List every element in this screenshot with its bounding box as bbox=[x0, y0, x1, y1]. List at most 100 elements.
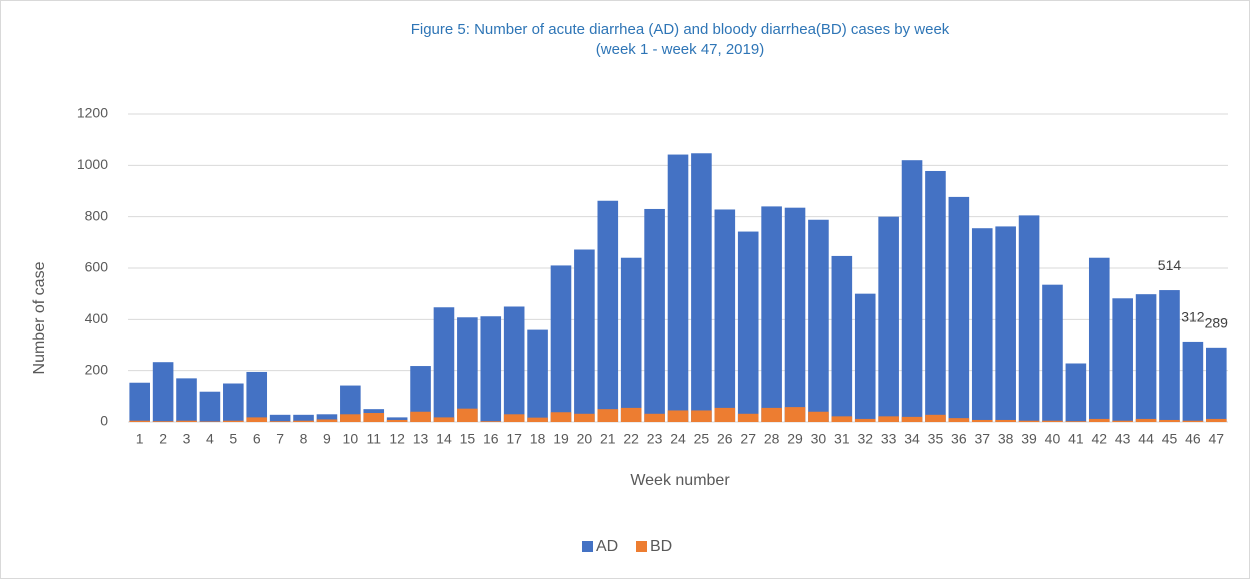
chart-title: Figure 5: Number of acute diarrhea (AD) … bbox=[411, 21, 950, 38]
x-tick-label: 16 bbox=[483, 431, 499, 447]
bar bbox=[1182, 420, 1204, 422]
bar bbox=[971, 419, 993, 422]
bar bbox=[737, 231, 759, 422]
bar bbox=[386, 419, 408, 422]
bar bbox=[620, 257, 642, 422]
x-tick-label: 39 bbox=[1021, 431, 1037, 447]
chart-subtitle: (week 1 - week 47, 2019) bbox=[596, 41, 764, 58]
x-tick-label: 5 bbox=[229, 431, 237, 447]
bar bbox=[223, 383, 244, 422]
bar bbox=[293, 420, 314, 422]
bar bbox=[1042, 284, 1063, 422]
bar bbox=[433, 417, 455, 422]
bar bbox=[410, 411, 431, 422]
x-tick-label: 9 bbox=[323, 431, 331, 447]
x-tick-label: 40 bbox=[1045, 431, 1061, 447]
bar bbox=[363, 413, 385, 422]
bar bbox=[246, 417, 268, 422]
x-tick-label: 23 bbox=[647, 431, 663, 447]
bar bbox=[152, 421, 174, 422]
bar bbox=[831, 255, 853, 422]
x-tick-label: 43 bbox=[1115, 431, 1131, 447]
bar bbox=[1135, 294, 1157, 422]
bar bbox=[480, 421, 502, 422]
x-tick-label: 44 bbox=[1138, 431, 1154, 447]
bar bbox=[527, 417, 548, 422]
x-tick-label: 12 bbox=[389, 431, 405, 447]
bar bbox=[527, 329, 548, 422]
bar bbox=[737, 413, 759, 422]
bar bbox=[246, 371, 268, 422]
x-tick-label: 14 bbox=[436, 431, 452, 447]
bar bbox=[1018, 420, 1040, 422]
bar bbox=[714, 407, 736, 422]
x-tick-label: 28 bbox=[764, 431, 780, 447]
bar bbox=[761, 407, 782, 422]
bar bbox=[1112, 298, 1133, 422]
bar bbox=[831, 416, 853, 422]
bar bbox=[597, 200, 619, 422]
x-tick-label: 20 bbox=[577, 431, 593, 447]
bar bbox=[667, 154, 689, 422]
y-axis-label: Number of case bbox=[31, 261, 48, 374]
x-tick-label: 26 bbox=[717, 431, 733, 447]
bar bbox=[574, 249, 595, 422]
bar bbox=[1088, 418, 1110, 422]
bar bbox=[457, 408, 478, 422]
bar bbox=[714, 209, 736, 422]
x-axis-label: Week number bbox=[630, 472, 730, 489]
bar bbox=[269, 414, 291, 422]
bar bbox=[199, 421, 221, 422]
x-tick-label: 41 bbox=[1068, 431, 1084, 447]
data-label: 289 bbox=[1205, 315, 1229, 331]
bar bbox=[925, 414, 946, 422]
x-tick-label: 35 bbox=[928, 431, 944, 447]
y-tick-label: 400 bbox=[85, 310, 109, 326]
bar bbox=[340, 414, 361, 422]
bar bbox=[574, 413, 595, 422]
bar bbox=[1088, 257, 1110, 422]
y-tick-label: 600 bbox=[85, 259, 109, 275]
x-tick-label: 33 bbox=[881, 431, 897, 447]
bar bbox=[152, 362, 174, 422]
bar bbox=[480, 316, 502, 422]
x-tick-label: 45 bbox=[1162, 431, 1178, 447]
y-tick-label: 800 bbox=[85, 207, 109, 223]
x-tick-label: 4 bbox=[206, 431, 214, 447]
bar bbox=[995, 419, 1016, 422]
bar bbox=[1112, 420, 1133, 422]
x-tick-label: 8 bbox=[300, 431, 308, 447]
x-tick-label: 29 bbox=[787, 431, 803, 447]
bar bbox=[808, 219, 829, 422]
x-tick-label: 3 bbox=[183, 431, 191, 447]
x-tick-label: 17 bbox=[506, 431, 522, 447]
data-label: 312 bbox=[1181, 309, 1205, 325]
bar bbox=[550, 412, 572, 422]
bar bbox=[316, 414, 338, 422]
bar bbox=[503, 414, 525, 422]
y-tick-label: 0 bbox=[100, 413, 108, 429]
x-tick-label: 34 bbox=[904, 431, 920, 447]
y-tick-label: 200 bbox=[85, 361, 109, 377]
bar bbox=[293, 414, 314, 422]
bar bbox=[176, 378, 197, 422]
bar bbox=[176, 420, 197, 422]
bar bbox=[667, 410, 689, 422]
bar bbox=[644, 208, 665, 422]
bar bbox=[410, 366, 431, 422]
x-tick-label: 11 bbox=[366, 431, 381, 447]
x-tick-label: 27 bbox=[740, 431, 756, 447]
bar bbox=[971, 228, 993, 422]
x-tick-label: 6 bbox=[253, 431, 261, 447]
y-tick-label: 1000 bbox=[77, 156, 108, 172]
x-tick-label: 7 bbox=[276, 431, 284, 447]
bar bbox=[784, 407, 806, 422]
bar bbox=[854, 293, 876, 422]
legend-swatch bbox=[636, 541, 647, 552]
legend-label: AD bbox=[596, 538, 618, 555]
bar bbox=[1159, 290, 1180, 422]
bar bbox=[457, 317, 478, 422]
x-tick-label: 2 bbox=[159, 431, 167, 447]
x-tick-label: 21 bbox=[600, 431, 616, 447]
bar bbox=[878, 416, 899, 422]
